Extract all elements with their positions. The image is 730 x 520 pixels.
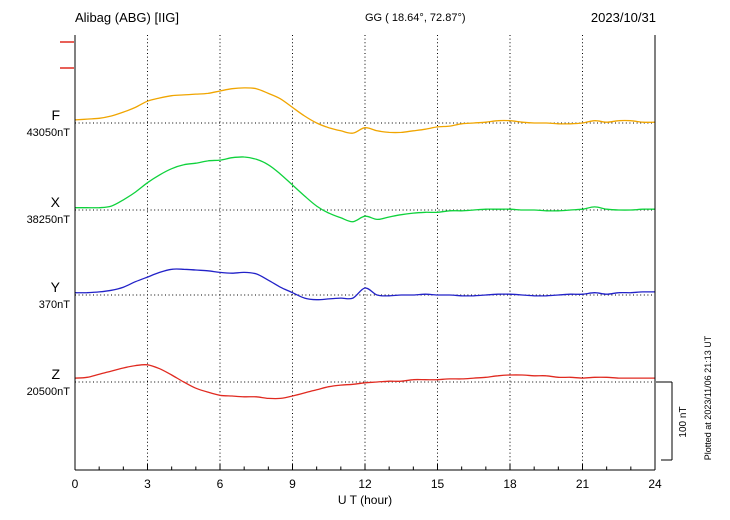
- x-tick-label-18: 18: [503, 477, 517, 491]
- series-trace-F: [74, 87, 656, 134]
- series-trace-X: [74, 156, 656, 223]
- plotted-at-note: Plotted at 2023/11/06 21:13 UT: [703, 335, 713, 460]
- geo-coordinates: GG ( 18.64°, 72.87°): [365, 12, 466, 24]
- station-title: Alibag (ABG) [IIG]: [75, 10, 179, 25]
- baseline-value-z: 20500nT: [27, 386, 71, 398]
- component-label-y: Y: [51, 279, 61, 295]
- axis-layer: 0 3 6 9 12 15 18 21 24: [60, 35, 673, 491]
- grid-layer: [75, 35, 655, 470]
- series-trace-Y: [74, 268, 656, 301]
- baseline-value-f: 43050nT: [27, 127, 71, 139]
- series-layer: [74, 87, 656, 400]
- x-tick-label-21: 21: [576, 477, 590, 491]
- plot-date: 2023/10/31: [591, 10, 656, 25]
- x-tick-label-12: 12: [358, 477, 372, 491]
- x-tick-label-3: 3: [144, 477, 151, 491]
- x-tick-label-24: 24: [648, 477, 662, 491]
- x-axis-title: U T (hour): [338, 493, 392, 507]
- x-tick-label-6: 6: [217, 477, 224, 491]
- baseline-value-x: 38250nT: [27, 214, 71, 226]
- component-label-x: X: [51, 194, 61, 210]
- component-label-z: Z: [51, 366, 60, 382]
- series-trace-Z: [74, 363, 655, 400]
- x-tick-label-15: 15: [431, 477, 445, 491]
- scalebar-label: 100 nT: [678, 406, 689, 437]
- component-label-f: F: [51, 107, 60, 123]
- x-tick-label-0: 0: [72, 477, 79, 491]
- x-tick-label-9: 9: [289, 477, 296, 491]
- baseline-value-y: 370nT: [39, 299, 70, 311]
